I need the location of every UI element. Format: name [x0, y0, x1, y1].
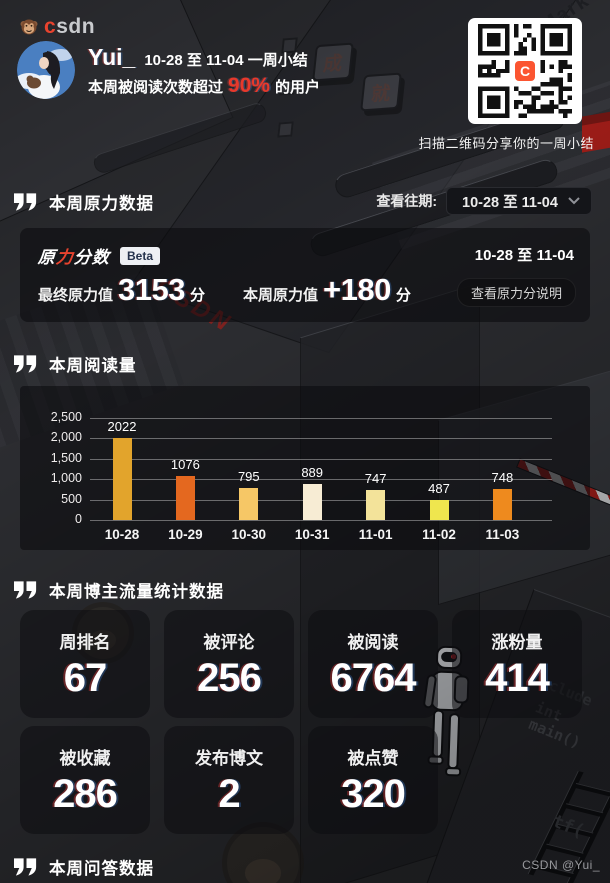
chart-xtick-label: 11-03 [485, 527, 520, 542]
csdn-logo-text: csdn [44, 15, 96, 38]
stat-label: 周排名 [59, 632, 111, 652]
final-force-value: 3153 [118, 272, 185, 307]
stat-value: 67 [63, 655, 107, 700]
chart-xtick-label: 10-31 [294, 527, 330, 542]
stat-value: 256 [197, 655, 262, 700]
force-card-period: 10-28 至 11-04 [474, 247, 574, 264]
history-label: 查看往期: [376, 193, 437, 209]
reading-chart-panel: 0 500 1,000 1,500 2,000 2,500 2022 10-28 1076 10-… [20, 386, 590, 550]
chart-bar [366, 489, 386, 520]
watermark: CSDN @Yui_ [522, 858, 600, 872]
quote-icon [14, 858, 37, 876]
section-header-qa: 本周问答数据 [14, 855, 154, 879]
chart-xtick-label: 10-30 [231, 527, 267, 542]
stat-card: 被收藏 286 [20, 726, 150, 834]
stat-label: 被点赞 [347, 748, 399, 768]
chart-bar-value: 747 [364, 470, 387, 486]
quote-icon [14, 581, 37, 599]
stat-value: 2 [218, 771, 240, 816]
week-force-unit: 分 [395, 287, 411, 304]
stat-card: 被评论 256 [164, 610, 294, 718]
avatar [17, 41, 75, 99]
history-period-dropdown[interactable]: 10-28 至 11-04 [446, 187, 592, 215]
section-title-qa: 本周问答数据 [49, 860, 154, 878]
stat-label: 涨粉量 [491, 632, 543, 652]
force-score-logo: 原力分数 Beta [37, 243, 161, 268]
chart-ytick-label: 500 [61, 491, 82, 506]
chart-xtick-label: 11-01 [358, 527, 393, 542]
stat-value: 414 [485, 655, 550, 700]
chart-bar-value: 1076 [170, 457, 200, 473]
reading-chart: 0 500 1,000 1,500 2,000 2,500 2022 10-28 1076 10-… [20, 386, 590, 550]
chart-xtick-label: 10-28 [104, 527, 140, 542]
csdn-brand: csdn [20, 15, 95, 39]
section-title-traffic: 本周博主流量统计数据 [49, 583, 224, 601]
stat-label: 被评论 [203, 632, 255, 652]
stat-label: 被阅读 [347, 632, 399, 652]
section-header-reading: 本周阅读量 [14, 352, 137, 376]
stat-value: 320 [341, 771, 406, 816]
chart-bar-value: 889 [301, 464, 324, 480]
stat-label: 发布博文 [195, 748, 263, 768]
stat-card: 被阅读 6764 [308, 610, 438, 718]
section-title-force: 本周原力数据 [49, 195, 154, 213]
chart-bar [175, 476, 195, 520]
section-header-force: 本周原力数据 [14, 190, 154, 214]
chart-gridline [90, 418, 552, 419]
username: Yui_ [88, 44, 136, 70]
chart-gridline [90, 438, 552, 440]
read-rank-subtitle: 本周被阅读次数超过 90% 的用户 [88, 74, 321, 97]
chart-bar-value: 487 [428, 481, 450, 497]
stat-card: 被点赞 320 [308, 726, 438, 834]
chart-bar [302, 483, 322, 520]
stat-label: 被收藏 [59, 748, 111, 768]
chart-ytick-label: 2,500 [50, 410, 82, 424]
chart-bar [239, 487, 259, 520]
chart-ytick-label: 0 [75, 512, 82, 526]
qr-code-box: C [468, 18, 582, 124]
qr-caption: 扫描二维码分享你的一周小结 [418, 136, 594, 151]
final-force-unit: 分 [189, 287, 205, 304]
quote-icon [14, 193, 37, 211]
period-title: 10-28 至 11-04 一周小结 [144, 52, 308, 69]
chart-bar [429, 500, 449, 520]
chart-xtick-label: 10-29 [168, 527, 203, 542]
chart-ytick-label: 2,000 [50, 430, 82, 445]
stat-card: 涨粉量 414 [452, 610, 582, 718]
percentile-highlight: 90% [228, 74, 271, 97]
traffic-stats-grid: 周排名 67 被评论 256 被阅读 6764 涨粉量 414 被收藏 286 发布博文 2 被点赞 32… [20, 610, 582, 834]
week-force-value: +180 [323, 272, 391, 307]
chart-ytick-label: 1,000 [50, 471, 82, 486]
beta-badge: Beta [120, 246, 161, 265]
stat-value: 286 [53, 771, 118, 816]
chart-bar-value: 795 [237, 468, 260, 484]
stat-card: 发布博文 2 [164, 726, 294, 834]
chart-bar [112, 437, 132, 520]
final-force-label: 最终原力值 [38, 287, 114, 304]
chart-bar [492, 489, 512, 520]
quote-icon [14, 355, 37, 373]
history-period-value: 10-28 至 11-04 [462, 194, 558, 211]
week-force-label: 本周原力值 [243, 287, 319, 304]
chart-gridline [90, 520, 552, 521]
chart-bar-value: 2022 [107, 418, 137, 434]
chevron-down-icon [568, 197, 580, 205]
force-score-card: 原力分数 Beta 10-28 至 11-04 最终原力值 3153 分 本周原… [20, 228, 590, 322]
stat-card: 周排名 67 [20, 610, 150, 718]
qr-center-logo: C [512, 58, 538, 84]
stat-value: 6764 [330, 655, 417, 700]
section-header-traffic: 本周博主流量统计数据 [14, 578, 224, 602]
chart-xtick-label: 11-02 [422, 527, 456, 542]
monkey-logo-icon [20, 19, 38, 35]
chart-bar-value: 748 [491, 470, 514, 486]
force-score-explain-button[interactable]: 查看原力分说明 [456, 278, 576, 307]
chart-ytick-label: 1,500 [50, 450, 82, 465]
section-title-reading: 本周阅读量 [49, 357, 137, 375]
